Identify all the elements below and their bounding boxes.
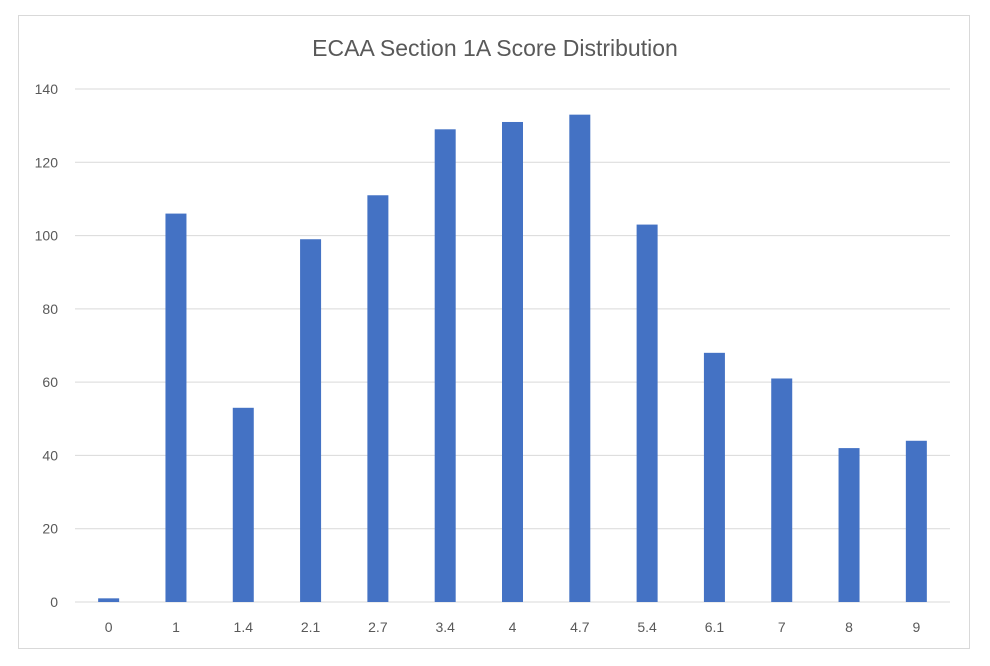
bar-0 [98,598,120,602]
bar-9 [905,440,927,602]
bar-3.4 [434,129,456,603]
y-tick-label: 20 [42,521,58,537]
x-tick-label: 1.4 [234,619,254,635]
x-tick-label: 2.7 [368,619,388,635]
bar-6.1 [703,352,725,602]
x-tick-label: 4 [509,619,517,635]
x-tick-label: 6.1 [705,619,725,635]
y-tick-label: 0 [50,594,58,610]
x-tick-label: 4.7 [570,619,590,635]
y-tick-label: 40 [42,447,58,463]
bar-4 [502,121,523,602]
x-tick-label: 0 [105,619,113,635]
bar-2.1 [300,239,322,602]
x-tick-label: 7 [778,619,786,635]
y-tick-label: 60 [42,374,58,390]
x-tick-label: 9 [912,619,920,635]
y-tick-label: 140 [35,81,59,97]
x-axis-tick-labels: 0 1 1.4 2.1 2.7 3.4 4 4.7 5.4 6.1 7 8 9 [105,619,921,635]
y-axis-tick-labels: 0 20 40 60 80 100 120 140 [35,81,59,610]
y-tick-label: 80 [42,301,58,317]
bar-7 [771,378,793,602]
bar-5.4 [636,224,658,603]
bar-2.7 [367,195,389,602]
bar-1.4 [232,407,254,602]
bar-4.7 [569,114,591,603]
bar-1 [165,213,187,603]
x-tick-label: 8 [845,619,853,635]
bars [98,114,927,603]
x-tick-label: 2.1 [301,619,321,635]
y-tick-label: 120 [35,154,59,170]
x-tick-label: 3.4 [435,619,455,635]
x-tick-label: 1 [172,619,180,635]
x-tick-label: 5.4 [637,619,657,635]
y-tick-label: 100 [35,228,59,244]
bar-8 [838,448,860,602]
chart-title: ECAA Section 1A Score Distribution [312,35,678,61]
